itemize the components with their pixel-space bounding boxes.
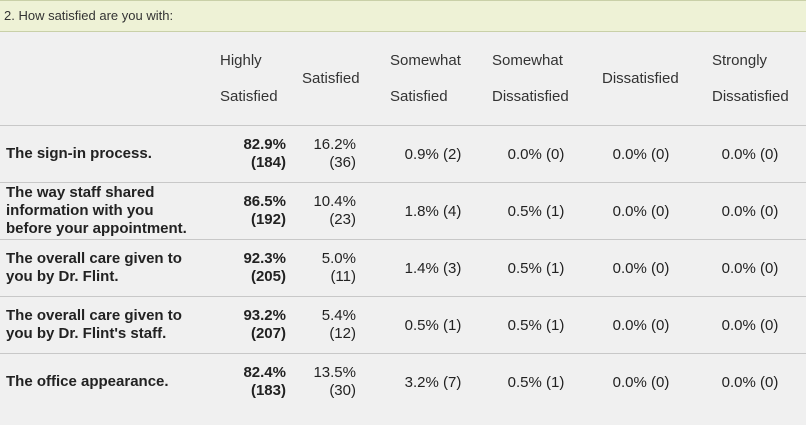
header-satisfied: Satisfied bbox=[298, 32, 382, 126]
satisfied-cell: 16.2% (36) bbox=[298, 125, 382, 183]
row-label: The way staff shared information with yo… bbox=[0, 182, 208, 240]
header-line: Somewhat bbox=[390, 51, 461, 69]
header-line: Satisfied bbox=[302, 69, 360, 87]
row-label: The sign-in process. bbox=[0, 125, 208, 183]
highly-satisfied-cell: 82.9% (184) bbox=[208, 125, 298, 183]
row-label-line: before your appointment. bbox=[6, 220, 187, 237]
count-value: (11) bbox=[330, 268, 356, 285]
highly-satisfied-cell: 93.2% (207) bbox=[208, 296, 298, 354]
table-row: The way staff shared information with yo… bbox=[0, 182, 806, 240]
header-strongly-dissatisfied: Strongly Dissatisfied bbox=[694, 32, 806, 126]
percent-value: 82.9% bbox=[243, 136, 286, 153]
row-label: The office appearance. bbox=[0, 354, 208, 411]
dissatisfied-cell: 0.0% (0) bbox=[588, 182, 694, 240]
count-value: (184) bbox=[250, 154, 286, 171]
row-label: The overall care given to you by Dr. Fli… bbox=[0, 296, 208, 354]
row-label: The overall care given to you by Dr. Fli… bbox=[0, 239, 208, 297]
somewhat-satisfied-cell: 1.4% (3) bbox=[382, 239, 484, 297]
header-blank bbox=[0, 32, 208, 126]
satisfied-cell: 13.5% (30) bbox=[298, 354, 382, 411]
header-line: Dissatisfied bbox=[492, 87, 569, 105]
row-label-line: information with you bbox=[6, 202, 154, 219]
count-value: (12) bbox=[329, 325, 356, 342]
percent-value: 16.2% bbox=[313, 136, 356, 153]
header-line: Dissatisfied bbox=[602, 69, 679, 87]
dissatisfied-cell: 0.0% (0) bbox=[588, 296, 694, 354]
row-label-line: The overall care given to bbox=[6, 307, 182, 324]
strongly-dissatisfied-cell: 0.0% (0) bbox=[694, 125, 806, 183]
header-line: Dissatisfied bbox=[712, 87, 789, 105]
count-value: (205) bbox=[250, 268, 286, 285]
percent-value: 86.5% bbox=[243, 193, 286, 210]
strongly-dissatisfied-cell: 0.0% (0) bbox=[694, 239, 806, 297]
somewhat-dissatisfied-cell: 0.5% (1) bbox=[507, 373, 565, 391]
header-somewhat-dissatisfied: Somewhat Dissatisfied bbox=[484, 32, 588, 126]
somewhat-satisfied-cell: 0.9% (2) bbox=[382, 125, 484, 183]
percent-value: 93.2% bbox=[243, 307, 286, 324]
satisfied-cell: 5.0% (11) bbox=[298, 239, 382, 297]
header-row: Highly Satisfied Satisfied Somewhat Sati… bbox=[0, 32, 806, 126]
header-somewhat-satisfied: Somewhat Satisfied bbox=[382, 32, 484, 126]
dissatisfied-cell: 0.0% (0) bbox=[588, 239, 694, 297]
count-value: (192) bbox=[250, 211, 286, 228]
header-line: Somewhat bbox=[492, 51, 563, 69]
header-highly-satisfied: Highly Satisfied bbox=[208, 32, 298, 126]
header-line: Satisfied bbox=[390, 87, 448, 105]
question-title: 2. How satisfied are you with: bbox=[0, 0, 806, 32]
count-value: (207) bbox=[250, 325, 286, 342]
count-value: (36) bbox=[329, 154, 356, 171]
row-label-line: The office appearance. bbox=[6, 373, 169, 390]
row-label-line: you by Dr. Flint's staff. bbox=[6, 325, 167, 342]
somewhat-dissatisfied-cell: 0.5% (1) bbox=[484, 182, 588, 240]
table-row: The overall care given to you by Dr. Fli… bbox=[0, 239, 806, 297]
table-row: The overall care given to you by Dr. Fli… bbox=[0, 296, 806, 354]
table-row: The sign-in process. 82.9% (184) 16.2% (… bbox=[0, 125, 806, 183]
row-label-line: The sign-in process. bbox=[6, 145, 152, 162]
somewhat-satisfied-cell: 0.5% (1) bbox=[382, 296, 484, 354]
table-row: The office appearance. 82.4% (183) 13.5%… bbox=[0, 354, 806, 411]
strongly-dissatisfied-cell: 0.0% (0) bbox=[721, 373, 779, 391]
highly-satisfied-cell: 92.3% (205) bbox=[208, 239, 298, 297]
row-label-line: you by Dr. Flint. bbox=[6, 268, 119, 285]
percent-value: 5.0% bbox=[321, 250, 356, 267]
highly-satisfied-cell: 86.5% (192) bbox=[208, 182, 298, 240]
dissatisfied-cell: 0.0% (0) bbox=[588, 125, 694, 183]
somewhat-satisfied-cell: 1.8% (4) bbox=[382, 182, 484, 240]
count-value: (183) bbox=[250, 382, 286, 399]
satisfied-cell: 5.4% (12) bbox=[298, 296, 382, 354]
percent-value: 10.4% bbox=[313, 193, 356, 210]
header-dissatisfied: Dissatisfied bbox=[588, 32, 694, 126]
somewhat-dissatisfied-cell: 0.5% (1) bbox=[484, 296, 588, 354]
dissatisfied-cell: 0.0% (0) bbox=[612, 373, 670, 391]
count-value: (23) bbox=[329, 211, 356, 228]
percent-value: 5.4% bbox=[321, 307, 356, 324]
row-label-line: The overall care given to bbox=[6, 250, 182, 267]
header-line: Satisfied bbox=[220, 87, 278, 105]
somewhat-dissatisfied-cell: 0.5% (1) bbox=[484, 239, 588, 297]
header-line: Strongly bbox=[712, 51, 768, 69]
percent-value: 82.4% bbox=[243, 364, 286, 381]
count-value: (30) bbox=[329, 382, 356, 399]
header-line: Highly bbox=[220, 51, 262, 69]
somewhat-satisfied-cell: 3.2% (7) bbox=[404, 373, 462, 391]
strongly-dissatisfied-cell: 0.0% (0) bbox=[694, 296, 806, 354]
somewhat-dissatisfied-cell: 0.0% (0) bbox=[484, 125, 588, 183]
percent-value: 13.5% bbox=[313, 364, 356, 381]
highly-satisfied-cell: 82.4% (183) bbox=[208, 354, 298, 411]
satisfied-cell: 10.4% (23) bbox=[298, 182, 382, 240]
results-table: Highly Satisfied Satisfied Somewhat Sati… bbox=[0, 32, 806, 410]
row-label-line: The way staff shared bbox=[6, 184, 155, 201]
strongly-dissatisfied-cell: 0.0% (0) bbox=[694, 182, 806, 240]
percent-value: 92.3% bbox=[243, 250, 286, 267]
